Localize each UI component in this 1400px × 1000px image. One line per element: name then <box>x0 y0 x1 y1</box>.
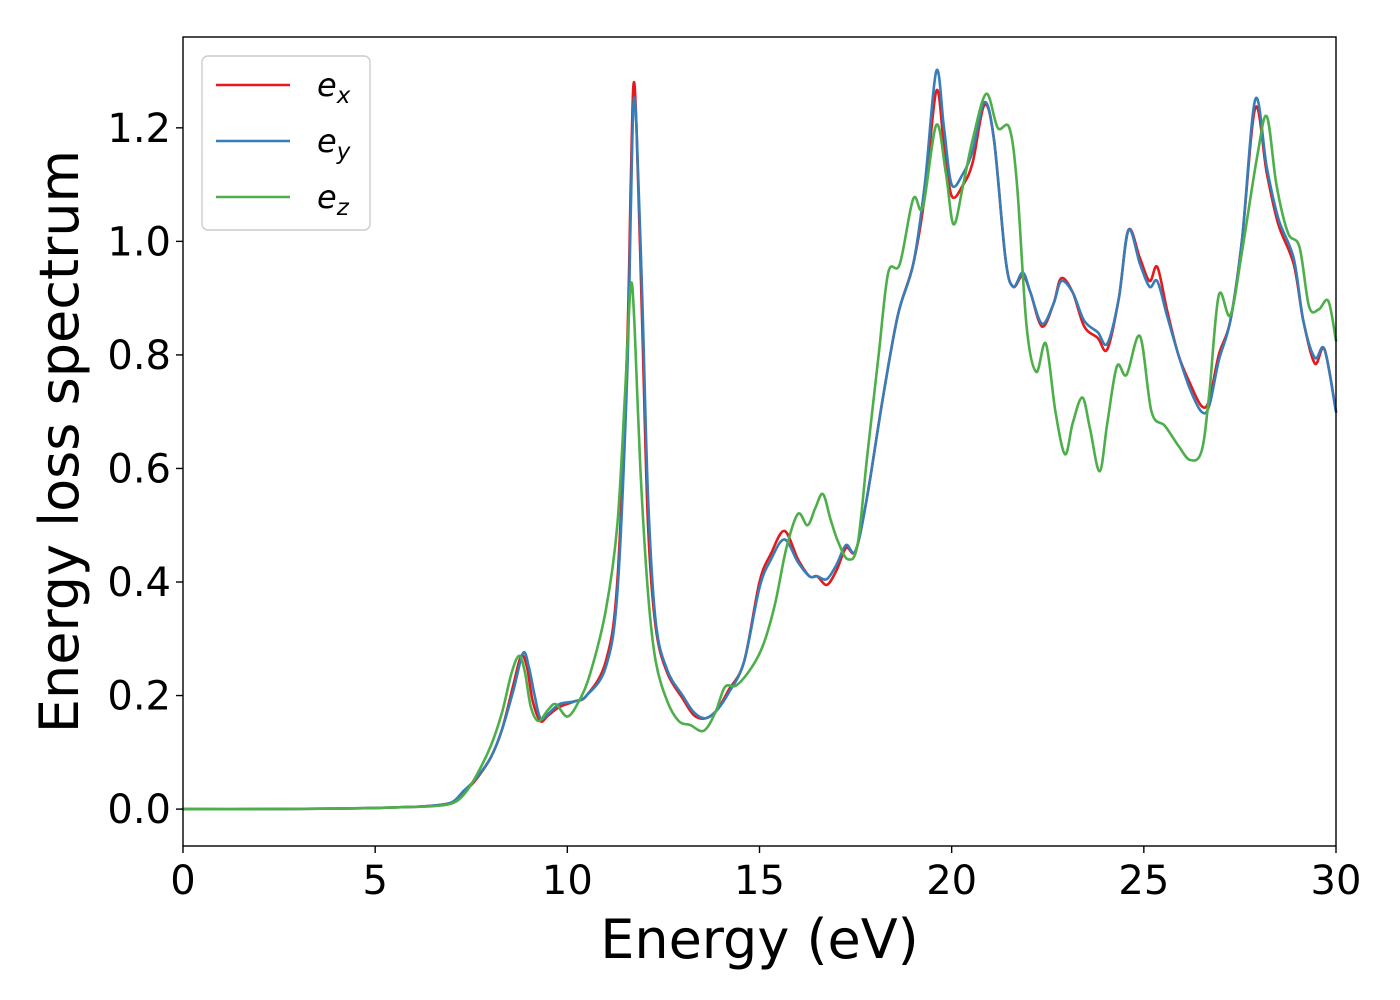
legend-box <box>201 55 371 231</box>
y-tick-label: 0.2 <box>107 674 171 720</box>
y-tick-label: 0.4 <box>107 560 171 606</box>
legend-label-e-x: ex <box>317 66 351 109</box>
x-tick-label: 20 <box>926 858 977 904</box>
y-tick-label: 1.2 <box>107 106 171 152</box>
x-axis-label: Energy (eV) <box>600 908 919 971</box>
series-layer <box>181 68 1338 811</box>
y-tick-label: 0.8 <box>107 333 171 379</box>
series-line-e-x <box>181 80 1338 811</box>
x-tick-label: 30 <box>1311 858 1362 904</box>
x-tick-label: 0 <box>170 858 195 904</box>
x-tick-label: 25 <box>1118 858 1169 904</box>
legend-label-e-z: ez <box>317 178 350 221</box>
legend-label-e-y: ey <box>317 122 351 165</box>
series-line-e-z <box>181 92 1338 811</box>
legend: ex ey ez <box>201 55 371 231</box>
y-tick-label: 0.0 <box>107 787 171 833</box>
x-axis-ticks: 0 5 10 15 20 25 30 <box>170 846 1361 904</box>
y-axis-label: Energy loss spectrum <box>28 150 91 733</box>
y-tick-label: 0.6 <box>107 446 171 492</box>
y-tick-label: 1.0 <box>107 219 171 265</box>
y-axis-ticks: 0.0 0.2 0.4 0.6 0.8 1.0 1.2 <box>107 106 183 833</box>
legend-entries: ex ey ez <box>216 66 351 221</box>
x-tick-label: 15 <box>734 858 785 904</box>
x-tick-label: 5 <box>362 858 387 904</box>
series-line-e-y <box>181 68 1338 811</box>
x-tick-label: 10 <box>542 858 593 904</box>
